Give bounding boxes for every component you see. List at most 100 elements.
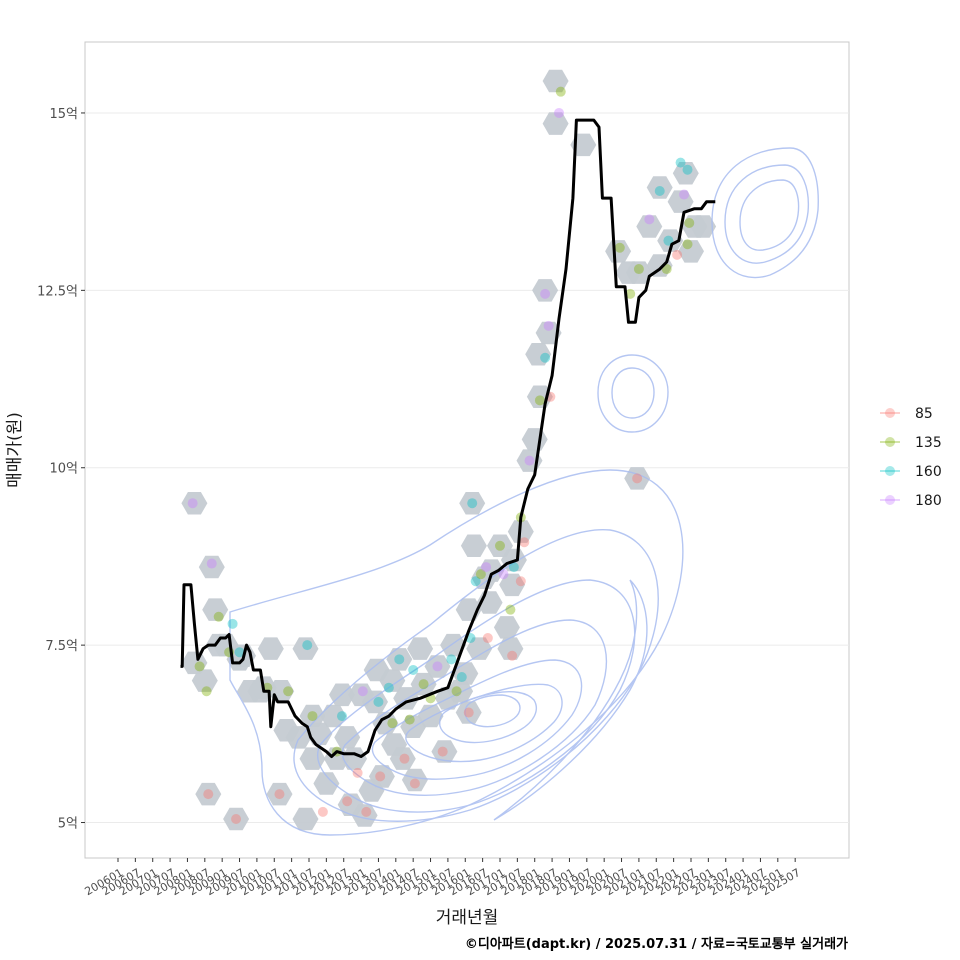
data-point xyxy=(361,806,372,817)
density-contour xyxy=(439,691,538,744)
plot-panel xyxy=(84,41,850,859)
hexbin xyxy=(499,573,526,597)
data-point xyxy=(387,718,398,729)
data-point xyxy=(515,576,526,587)
hexbin xyxy=(455,701,482,724)
data-point xyxy=(505,604,516,615)
data-point xyxy=(554,107,565,118)
data-point xyxy=(482,633,493,644)
hexbin xyxy=(181,651,208,675)
data-point xyxy=(194,661,205,672)
data-point xyxy=(682,164,693,175)
legend: 85 135 160 180 xyxy=(880,406,942,509)
hexbin xyxy=(386,648,413,671)
data-point xyxy=(625,288,636,299)
data-point xyxy=(399,753,410,764)
hexbin xyxy=(532,279,559,302)
hexbin xyxy=(191,669,218,692)
data-point xyxy=(409,778,420,789)
hexbin xyxy=(195,782,222,806)
density-contour xyxy=(464,694,521,728)
data-point xyxy=(418,679,429,690)
data-point xyxy=(524,455,535,466)
hexbin xyxy=(401,768,428,792)
hexbin xyxy=(292,637,319,660)
data-point xyxy=(203,789,214,800)
hexbin-layer xyxy=(181,69,717,831)
hexbin xyxy=(292,807,319,831)
data-point xyxy=(307,711,318,722)
legend-key-marker xyxy=(885,408,895,418)
data-point xyxy=(463,707,474,718)
data-point xyxy=(206,558,217,569)
hexbin xyxy=(379,669,406,692)
hexbin xyxy=(400,715,427,738)
data-point xyxy=(675,157,686,168)
data-point xyxy=(437,746,448,757)
hexbin xyxy=(542,112,569,135)
legend-label: 160 xyxy=(915,464,942,480)
data-point xyxy=(187,498,198,509)
density-contour xyxy=(493,579,648,821)
hexbin xyxy=(198,555,225,579)
data-point xyxy=(614,242,625,253)
data-point xyxy=(456,672,467,683)
data-point xyxy=(404,714,415,725)
data-point xyxy=(679,189,690,200)
density-contour xyxy=(316,579,636,813)
data-point xyxy=(336,711,347,722)
data-point xyxy=(302,640,313,651)
data-point xyxy=(672,249,683,260)
y-tick-label: 15억 xyxy=(49,107,78,122)
data-point xyxy=(231,813,242,824)
data-point xyxy=(201,686,212,697)
data-point xyxy=(684,217,695,228)
data-point xyxy=(317,806,328,817)
y-tick-label: 12.5억 xyxy=(37,284,78,299)
data-point xyxy=(394,654,405,665)
data-point xyxy=(446,654,457,665)
legend-label: 180 xyxy=(915,493,942,509)
data-point xyxy=(540,288,551,299)
hexbin xyxy=(299,704,326,728)
density-contour xyxy=(341,619,607,796)
density-contour xyxy=(611,367,655,419)
data-point xyxy=(342,796,353,807)
data-point xyxy=(682,239,693,250)
data-point xyxy=(274,789,285,800)
hexbin xyxy=(497,637,524,660)
hexbin xyxy=(320,704,347,728)
data-point xyxy=(475,569,486,580)
density-contours xyxy=(229,147,819,836)
hexbin xyxy=(313,772,340,795)
hexbin xyxy=(410,672,437,696)
data-point xyxy=(408,664,419,675)
hexbin xyxy=(266,782,293,806)
scatter-points xyxy=(187,86,695,824)
data-point xyxy=(555,86,566,97)
density-contour xyxy=(739,179,800,251)
density-contour xyxy=(724,164,810,264)
data-point xyxy=(383,682,394,693)
density-contour xyxy=(371,659,583,780)
density-contour xyxy=(293,529,659,822)
data-point xyxy=(632,473,643,484)
trend-line-layer xyxy=(180,118,716,758)
x-axis: 2006012006072007012007072008012008072009… xyxy=(82,858,803,898)
hexbin xyxy=(478,559,505,582)
data-point xyxy=(375,771,386,782)
hexbin xyxy=(678,240,704,263)
legend-label: 85 xyxy=(915,406,933,422)
data-point xyxy=(633,264,644,275)
legend-key-marker xyxy=(885,495,895,505)
data-point xyxy=(508,562,519,573)
hexbin xyxy=(431,740,458,763)
legend-key-marker xyxy=(885,437,895,447)
hexbin xyxy=(646,176,673,199)
data-point xyxy=(519,537,530,548)
legend-key-marker xyxy=(885,466,895,476)
density-contour xyxy=(711,147,819,279)
hexbin xyxy=(257,637,284,660)
data-point xyxy=(451,686,462,697)
